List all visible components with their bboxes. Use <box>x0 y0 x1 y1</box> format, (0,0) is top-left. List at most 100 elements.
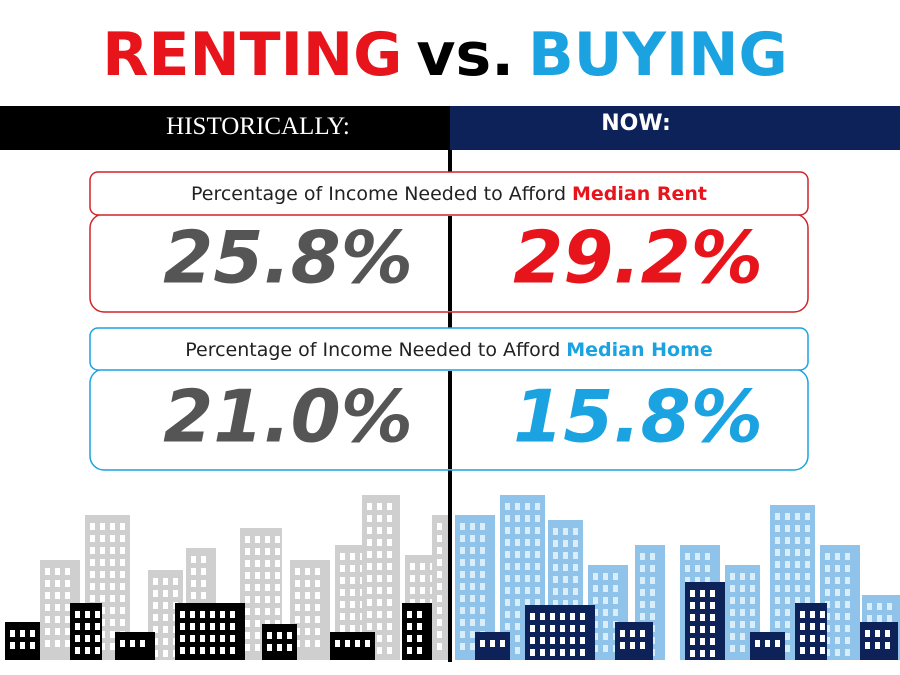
window <box>100 583 105 590</box>
window <box>335 640 340 647</box>
window <box>387 539 392 546</box>
window <box>795 561 800 568</box>
window <box>750 585 755 592</box>
window <box>45 604 50 611</box>
window <box>417 611 422 618</box>
window <box>55 568 60 575</box>
label-text: Percentage of Income Needed to Afford <box>191 183 566 205</box>
window <box>685 577 690 584</box>
window <box>613 585 618 592</box>
window <box>795 513 800 520</box>
window <box>110 547 115 554</box>
window <box>845 601 850 608</box>
window <box>110 619 115 626</box>
window <box>480 640 485 647</box>
window <box>515 527 520 534</box>
window <box>570 613 575 620</box>
window <box>367 623 372 630</box>
window <box>730 573 735 580</box>
window <box>650 577 655 584</box>
window <box>90 523 95 530</box>
window <box>95 623 100 630</box>
window <box>410 599 415 606</box>
window <box>275 572 280 579</box>
window <box>613 597 618 604</box>
window <box>245 632 250 639</box>
window <box>573 564 578 571</box>
window <box>810 611 815 618</box>
window <box>775 585 780 592</box>
window <box>593 645 598 652</box>
window <box>315 568 320 575</box>
window <box>367 599 372 606</box>
window <box>305 628 310 635</box>
window <box>835 637 840 644</box>
window <box>315 604 320 611</box>
window <box>275 548 280 555</box>
window <box>437 619 442 626</box>
window <box>710 626 715 633</box>
window <box>417 635 422 642</box>
window <box>110 631 115 638</box>
window <box>190 623 195 630</box>
window <box>100 631 105 638</box>
window <box>110 583 115 590</box>
window <box>690 638 695 645</box>
window <box>810 623 815 630</box>
window <box>700 626 705 633</box>
window <box>387 575 392 582</box>
window <box>525 503 530 510</box>
window <box>201 592 206 599</box>
window <box>785 525 790 532</box>
now-value: 15.8% <box>513 375 763 459</box>
window <box>255 608 260 615</box>
window <box>515 611 520 618</box>
window <box>163 626 168 633</box>
window <box>480 571 485 578</box>
window <box>700 590 705 597</box>
window <box>45 568 50 575</box>
window <box>730 609 735 616</box>
window <box>245 560 250 567</box>
window <box>580 613 585 620</box>
window <box>287 632 292 639</box>
window <box>387 563 392 570</box>
window <box>255 596 260 603</box>
window <box>580 625 585 632</box>
window <box>210 611 215 618</box>
window <box>825 601 830 608</box>
window <box>500 640 505 647</box>
window <box>350 577 355 584</box>
window <box>875 642 880 649</box>
window <box>640 553 645 560</box>
window <box>75 635 80 642</box>
building <box>262 624 297 662</box>
window <box>100 607 105 614</box>
window <box>305 604 310 611</box>
window <box>810 635 815 642</box>
window <box>200 647 205 654</box>
window <box>245 548 250 555</box>
window <box>265 536 270 543</box>
window <box>887 603 892 610</box>
window <box>367 575 372 582</box>
window <box>750 609 755 616</box>
window <box>785 621 790 628</box>
window <box>367 515 372 522</box>
window <box>525 599 530 606</box>
window <box>265 548 270 555</box>
window <box>295 592 300 599</box>
ground <box>450 660 900 675</box>
window <box>295 580 300 587</box>
window <box>377 599 382 606</box>
window <box>95 647 100 654</box>
window <box>20 642 25 649</box>
window <box>255 584 260 591</box>
window <box>630 642 635 649</box>
window <box>367 563 372 570</box>
window <box>603 645 608 652</box>
window <box>845 553 850 560</box>
window <box>220 647 225 654</box>
window <box>265 608 270 615</box>
window <box>377 647 382 654</box>
